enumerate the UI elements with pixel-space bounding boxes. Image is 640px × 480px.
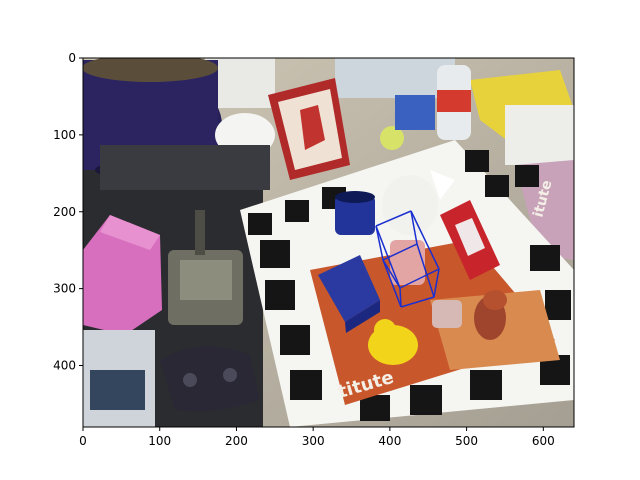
pink-object	[390, 240, 425, 285]
tennis-ball	[380, 126, 404, 150]
product-box-print	[90, 370, 145, 410]
red-toy-car	[440, 200, 500, 280]
y-tick-label: 0	[68, 51, 76, 65]
blue-bag	[395, 95, 435, 130]
red-picture-frame	[268, 78, 350, 180]
x-tick-label: 600	[532, 434, 555, 448]
x-tick-label: 400	[378, 434, 401, 448]
yellow-duck	[368, 319, 418, 365]
grey-vise	[168, 210, 243, 325]
x-axis-ticks: 0 100 200 300 400 500 600	[79, 427, 555, 448]
y-tick-label: 200	[53, 205, 76, 219]
x-tick-label: 200	[225, 434, 248, 448]
y-tick-label: 400	[53, 359, 76, 373]
blue-mug	[335, 191, 375, 235]
x-tick-label: 500	[455, 434, 478, 448]
pot-base	[100, 145, 270, 190]
game-controller	[160, 346, 260, 412]
axes-frame	[82, 57, 575, 428]
fiducial-markers	[248, 150, 571, 421]
photo: titute itute	[83, 58, 574, 427]
blue-box	[318, 255, 380, 333]
white-watering-can	[382, 170, 455, 235]
white-egg-carton	[505, 105, 574, 165]
pink-foam-block	[83, 215, 162, 335]
y-axis-ticks: 0 100 200 300 400	[53, 51, 83, 373]
y-tick-label: 100	[53, 128, 76, 142]
monitor	[335, 58, 455, 98]
small-figure	[432, 300, 462, 328]
water-bottle	[437, 65, 471, 140]
x-tick-label: 0	[79, 434, 87, 448]
brown-figure	[474, 290, 507, 340]
x-tick-label: 100	[148, 434, 171, 448]
bounding-box-3d	[375, 210, 440, 308]
y-tick-label: 300	[53, 282, 76, 296]
x-tick-label: 300	[302, 434, 325, 448]
